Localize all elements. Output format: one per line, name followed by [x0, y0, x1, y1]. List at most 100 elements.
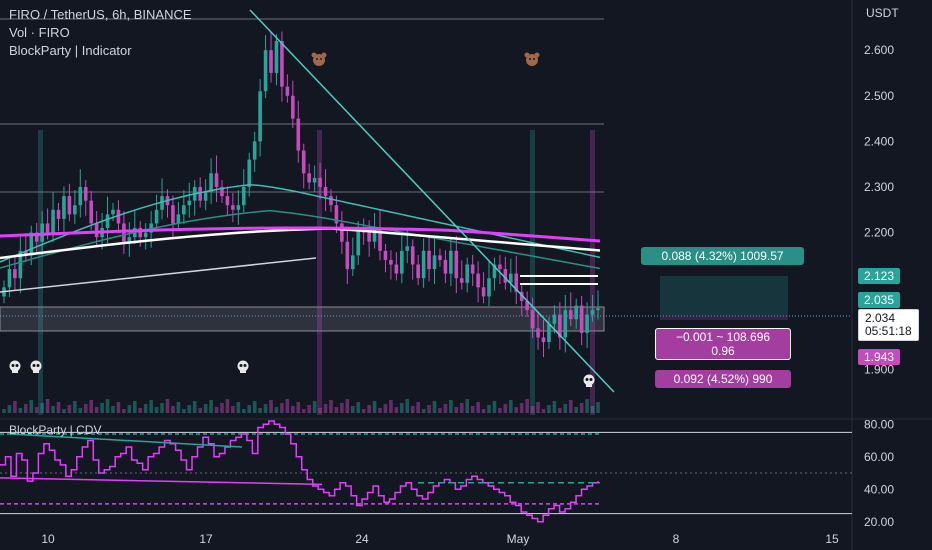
candle-body	[536, 328, 540, 338]
candle-body	[389, 259, 393, 265]
measure-box-bottom[interactable]: 0.092 (4.52%) 990	[655, 370, 791, 388]
candle-body	[62, 196, 66, 219]
volume-bar	[590, 406, 595, 413]
candle-body	[427, 250, 431, 270]
measure-box-middle[interactable]: −0.001 ~ 108.696 0.96	[655, 328, 791, 360]
candle-body	[105, 214, 110, 229]
signal-column-2	[530, 130, 535, 415]
candle-body	[519, 291, 524, 301]
volume-bar	[307, 405, 311, 413]
candle-body	[34, 232, 39, 242]
skull-icon	[237, 360, 249, 373]
candle-body	[410, 246, 415, 265]
candle-body	[247, 159, 252, 187]
candle-body	[514, 273, 519, 292]
volume-bar	[2, 409, 6, 413]
cdv-step-line	[0, 420, 599, 523]
volume-bar	[176, 402, 181, 413]
time-axis-label: May	[507, 532, 530, 546]
price-axis-label: 2.600	[864, 43, 894, 57]
volume-bar	[291, 406, 295, 413]
volume-bar	[67, 405, 72, 413]
candle-body	[94, 223, 99, 238]
candle-body	[29, 232, 34, 256]
volume-bar	[367, 405, 371, 413]
volume-bar	[400, 403, 404, 413]
last-price-tag: 2.034 05:51:18	[858, 309, 919, 341]
candle-body	[252, 141, 257, 160]
volume-bar	[574, 407, 579, 413]
candle-body	[367, 232, 371, 242]
candle-body	[56, 209, 61, 219]
price-tag-2035: 2.035	[858, 292, 901, 308]
volume-bar	[454, 407, 459, 413]
support-zone	[0, 306, 605, 332]
candle-body	[345, 241, 350, 270]
candle-body	[547, 323, 551, 343]
volume-indicator-label[interactable]: Vol · FIRO	[9, 25, 70, 40]
price-axis-label: 2.500	[864, 89, 894, 103]
candle-body	[203, 191, 208, 201]
cdv-pane[interactable]	[0, 420, 852, 523]
candle-body	[416, 264, 420, 279]
candle-body	[263, 50, 268, 92]
volume-bar	[209, 400, 213, 413]
volume-bar	[383, 404, 388, 413]
candle-body	[503, 269, 508, 283]
candle-body	[225, 196, 230, 206]
candle-body	[258, 91, 262, 142]
volume-bar	[187, 405, 192, 413]
symbol-title[interactable]: FIRO / TetherUS, 6h, BINANCE	[9, 7, 192, 22]
candle-body	[154, 209, 159, 224]
candle-body	[574, 305, 579, 320]
volume-bar	[34, 407, 39, 413]
candle-body	[383, 250, 388, 260]
volume-bar	[552, 401, 557, 413]
volume-bar	[329, 400, 333, 413]
volume-bar	[405, 399, 410, 413]
time-axis-label: 24	[355, 532, 369, 546]
volume-bar	[547, 405, 551, 413]
volume-bar	[361, 409, 366, 413]
volume-bar	[459, 403, 464, 413]
candle-body	[312, 177, 317, 183]
cdv-trend-magenta	[0, 477, 323, 486]
cdv-indicator-label[interactable]: BlockParty | CDV	[9, 423, 102, 437]
candle-body	[291, 95, 295, 119]
candle-body	[378, 228, 382, 251]
candle-body	[296, 118, 301, 151]
candle-body	[301, 150, 306, 174]
candle-body	[421, 250, 426, 279]
candle-body	[558, 314, 562, 338]
candle-body	[51, 209, 55, 233]
signal-column-0	[38, 130, 43, 415]
volume-bar	[530, 406, 535, 413]
volume-bar	[89, 400, 93, 413]
blockparty-indicator-label[interactable]: BlockParty | Indicator	[9, 43, 132, 58]
time-axis-label: 8	[673, 532, 680, 546]
volume-bar	[45, 399, 50, 413]
volume-bar	[29, 400, 34, 413]
volume-bar	[394, 407, 399, 413]
volume-bar	[356, 402, 361, 413]
volume-bar	[165, 399, 170, 413]
volume-bar	[596, 402, 600, 413]
volume-bar	[443, 404, 448, 413]
candle-body	[525, 300, 529, 311]
volume-bar	[192, 401, 197, 413]
candle-body	[552, 314, 557, 324]
volume-bar	[154, 407, 159, 413]
candle-body	[329, 196, 333, 206]
measure-box-top[interactable]: 0.088 (4.32%) 1009.57	[641, 247, 804, 265]
candle-body	[470, 264, 475, 274]
time-axis-label: 17	[199, 532, 213, 546]
time-axis-label: 15	[825, 532, 839, 546]
candle-body	[323, 186, 328, 197]
volume-bar	[498, 408, 502, 413]
volume-bar	[541, 409, 546, 413]
candle-body	[318, 177, 322, 187]
volume-bar	[171, 406, 175, 413]
axis-unit-label[interactable]: USDT	[866, 6, 899, 20]
